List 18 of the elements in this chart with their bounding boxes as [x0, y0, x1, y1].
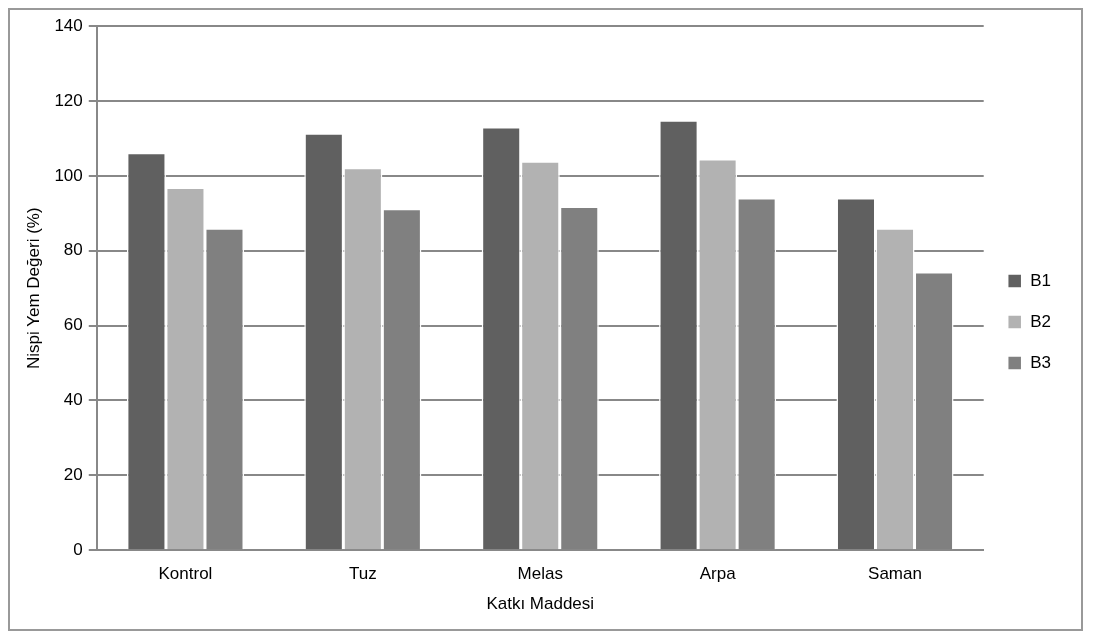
y-tick-label: 140 [54, 15, 83, 35]
x-axis-title: Katkı Maddesi [486, 594, 595, 614]
x-tick-label: Kontrol [158, 564, 213, 584]
y-tick-label: 80 [63, 240, 83, 260]
x-tick-label: Tuz [348, 564, 377, 584]
y-tick-label: 120 [54, 90, 83, 110]
y-axis-title: Nispi Yem Değeri (%) [23, 207, 43, 369]
y-tick-label: 40 [63, 390, 83, 410]
y-tick-label: 100 [54, 165, 83, 185]
y-tick-label: 60 [63, 315, 83, 335]
legend-label: B3 [1030, 352, 1051, 372]
y-tick-label: 20 [63, 465, 83, 485]
x-tick-label: Melas [517, 564, 563, 584]
x-tick-label: Saman [868, 564, 922, 584]
x-tick-label: Arpa [699, 564, 737, 584]
legend-label: B1 [1030, 270, 1051, 290]
legend-label: B2 [1030, 311, 1051, 331]
y-tick-label: 0 [73, 539, 83, 559]
